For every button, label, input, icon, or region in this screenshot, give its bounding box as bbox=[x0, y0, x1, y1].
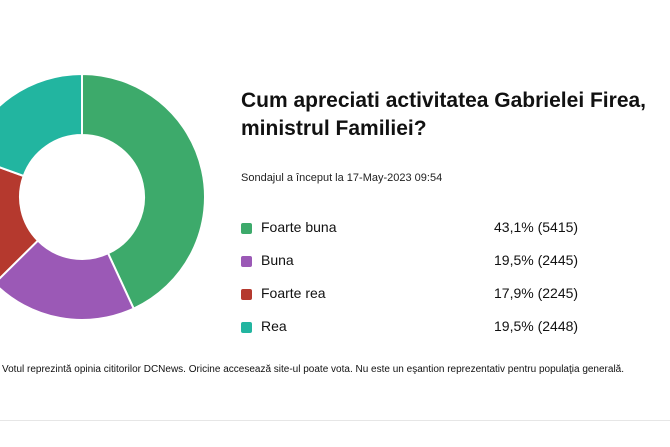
legend-label: Foarte rea bbox=[261, 285, 326, 301]
legend-value: 19,5% (2445) bbox=[494, 252, 579, 268]
legend-item-foarte-buna: Foarte buna 43,1% (5415) bbox=[241, 219, 641, 252]
legend-value: 43,1% (5415) bbox=[494, 219, 579, 235]
legend-swatch bbox=[241, 322, 252, 333]
poll-title: Cum apreciati activitatea Gabrielei Fire… bbox=[241, 89, 647, 140]
slice-foarte-buna bbox=[81, 72, 206, 310]
legend-swatch bbox=[241, 289, 252, 300]
legend-item-foarte-rea: Foarte rea 17,9% (2245) bbox=[241, 285, 641, 318]
legend-value: 17,9% (2245) bbox=[494, 285, 579, 301]
donut-chart bbox=[0, 72, 206, 321]
legend-label: Foarte buna bbox=[261, 219, 337, 235]
legend-item-rea: Rea 19,5% (2448) bbox=[241, 318, 641, 351]
legend-label: Buna bbox=[261, 252, 294, 268]
poll-disclaimer: Votul reprezintă opinia cititorilor DCNe… bbox=[2, 364, 625, 375]
divider bbox=[0, 420, 670, 421]
slice-rea bbox=[0, 72, 83, 178]
legend: Foarte buna 43,1% (5415) Buna 19,5% (244… bbox=[241, 219, 641, 351]
legend-value: 19,5% (2448) bbox=[494, 318, 579, 334]
legend-swatch bbox=[241, 256, 252, 267]
legend-swatch bbox=[241, 223, 252, 234]
legend-label: Rea bbox=[261, 318, 287, 334]
slice-foarte-rea bbox=[0, 166, 40, 280]
slice-buna bbox=[0, 239, 135, 321]
poll-start-date: Sondajul a început la 17-May-2023 09:54 bbox=[241, 172, 443, 184]
legend-item-buna: Buna 19,5% (2445) bbox=[241, 252, 641, 285]
